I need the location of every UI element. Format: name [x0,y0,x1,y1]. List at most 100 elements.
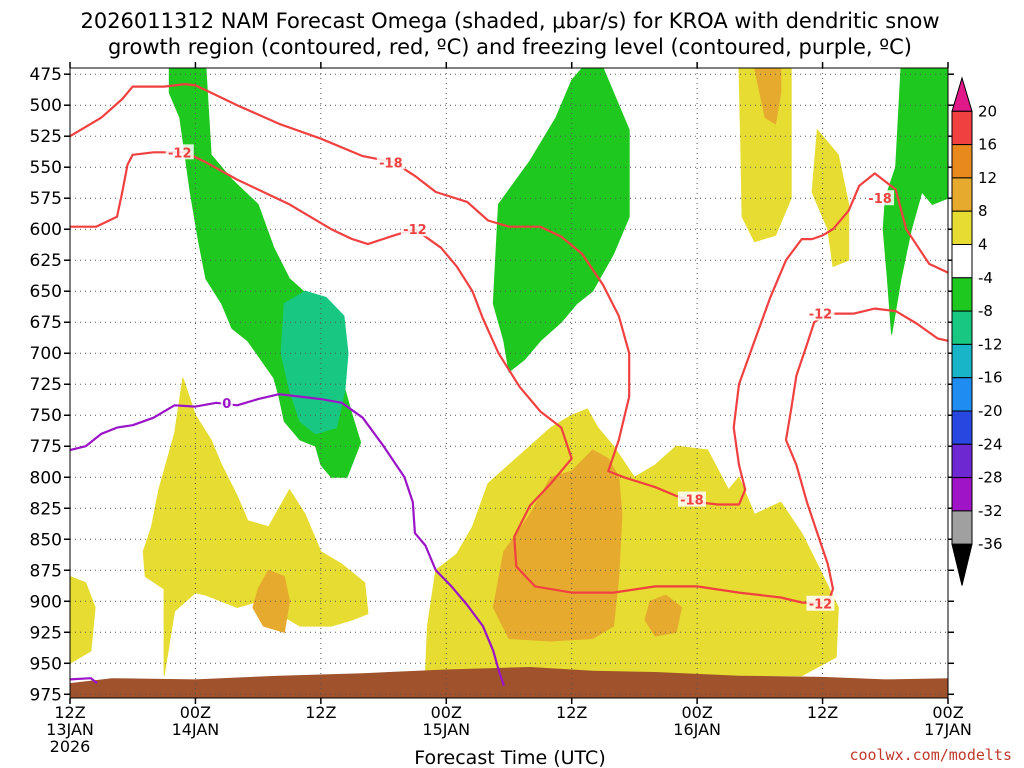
colorbar-label-2: 12 [978,169,997,187]
freezing-level-contour-low [70,677,98,684]
colorbar-bin-10 [951,410,973,445]
colorbar-bin-12 [951,477,973,512]
y-tick-label-925: 925 [30,623,62,643]
x-tick-label-12-2: 14JAN [172,720,220,739]
dgz-contour--12 [70,151,948,605]
contour-label-bg-1 [165,144,194,160]
contour-label-0: -18 [379,156,403,171]
x-tick-label-36-2: 15JAN [422,720,470,739]
y-tick-label-900: 900 [30,592,62,612]
contour-lines [70,82,948,686]
shade-omega-pos-4-left [70,575,96,664]
contour-label-6: -12 [809,308,833,323]
omega-shading [70,68,948,677]
freezing-level-contour [70,393,505,686]
x-tick-label-60-2: 16JAN [673,720,721,739]
colorbar-bin-1 [951,110,973,146]
y-tick-label-700: 700 [30,344,62,364]
colorbar-label-0: 20 [978,102,997,120]
colorbar-bin-13 [951,510,973,545]
credit-text: coolwx.com/modelts [849,746,1012,764]
x-tick-label-12-1: 00Z [180,703,211,722]
contour-label-bg-2 [400,221,429,237]
contour-label-7: 0 [222,397,231,412]
plot-area: -18 -12 -12 -18 -12 -18 -12 0 [69,67,949,699]
contour-label-1: -12 [168,146,192,161]
colorbar-label-3: 8 [978,202,988,220]
y-tick-label-475: 475 [30,65,62,85]
colorbar-label-9: -20 [978,402,1003,420]
x-tick-label-36-1: 00Z [431,703,462,722]
y-tick-label-625: 625 [30,251,62,271]
chart-title-line2: growth region (contoured, red, ºC) and f… [108,35,912,59]
y-tick-label-500: 500 [30,96,62,116]
colorbar-bin-3 [951,177,973,212]
x-tick-label-24-1: 12Z [305,703,336,722]
y-tick-label-750: 750 [30,406,62,426]
x-tick-label-84-1: 00Z [932,703,963,722]
x-axis-title: Forecast Time (UTC) [414,747,605,768]
y-tick-label-675: 675 [30,313,62,333]
y-tick-label-575: 575 [30,189,62,209]
colorbar-label-1: 16 [978,136,997,154]
chart-title-line1: 2026011312 NAM Forecast Omega (shaded, μ… [80,9,939,33]
y-tick-label-550: 550 [30,158,62,178]
x-tick-label-0-3: 2026 [50,737,91,756]
y-axis: 475 500 525 550 575 600 625 650 675 700 725 750 775 8… [30,65,954,705]
contour-label-5: -18 [868,192,892,207]
colorbar-bin-6 [951,277,973,312]
y-tick-label-775: 775 [30,437,62,457]
colorbar-bin-0 [951,76,973,112]
colorbar-label-8: -16 [978,369,1003,387]
colorbar: 20 16 12 8 4 -4 -8 -12 -16 -20 -24 -28 -32 -36 [951,76,1003,586]
y-tick-label-800: 800 [30,468,62,488]
shade-omega-pos-8-early [252,569,291,633]
colorbar-label-6: -8 [978,302,993,320]
x-tick-label-60-1: 00Z [681,703,712,722]
y-tick-label-525: 525 [30,127,62,147]
terrain-layer [70,667,948,698]
shade-omega-pos-8-right [644,594,683,637]
contour-labels: -18 -12 -12 -18 -12 -18 -12 0 [165,144,895,613]
x-tick-label-48-1: 12Z [556,703,587,722]
x-tick-label-84-2: 17JAN [924,720,972,739]
y-tick-label-975: 975 [30,685,62,705]
y-tick-label-650: 650 [30,282,62,302]
colorbar-bin-5 [951,244,973,279]
colorbar-label-7: -12 [978,335,1003,353]
x-tick-label-0-2: 13JAN [46,720,94,739]
shade-omega-pos-4-early [142,377,369,676]
colorbar-bin-2 [951,144,973,179]
contour-label-3: -18 [680,494,704,509]
shade-omega-pos-4-upper-a [738,68,792,243]
contour-label-bg-3 [677,491,706,507]
colorbar-label-13: -36 [978,535,1003,553]
shade-omega-pos-8-upper [754,68,782,125]
contour-label-2: -12 [403,223,427,238]
colorbar-bin-9 [951,377,973,412]
contour-label-bg-5 [866,190,895,206]
x-tick-label-0-1: 12Z [54,703,85,722]
y-tick-label-875: 875 [30,561,62,581]
contour-label-4: -12 [809,598,833,613]
contour-label-bg-6 [806,305,835,321]
colorbar-label-10: -24 [978,435,1003,453]
colorbar-bin-11 [951,443,973,479]
shade-omega-neg-8 [280,290,349,435]
plot-frame [69,67,949,699]
contour-label-bg-7 [220,394,233,410]
colorbar-label-12: -32 [978,502,1003,520]
y-tick-label-825: 825 [30,499,62,519]
colorbar-bin-7 [951,310,973,345]
y-tick-label-950: 950 [30,654,62,674]
colorbar-bin-8 [951,343,973,379]
dgz-contour--18 [70,82,948,506]
y-tick-label-600: 600 [30,220,62,240]
shade-omega-neg-4-mid [492,68,630,373]
contour-label-bg-4 [806,595,835,611]
colorbar-bin-14 [951,543,973,586]
colorbar-bin-4 [951,210,973,245]
y-tick-label-850: 850 [30,530,62,550]
grid-lines [70,68,948,698]
